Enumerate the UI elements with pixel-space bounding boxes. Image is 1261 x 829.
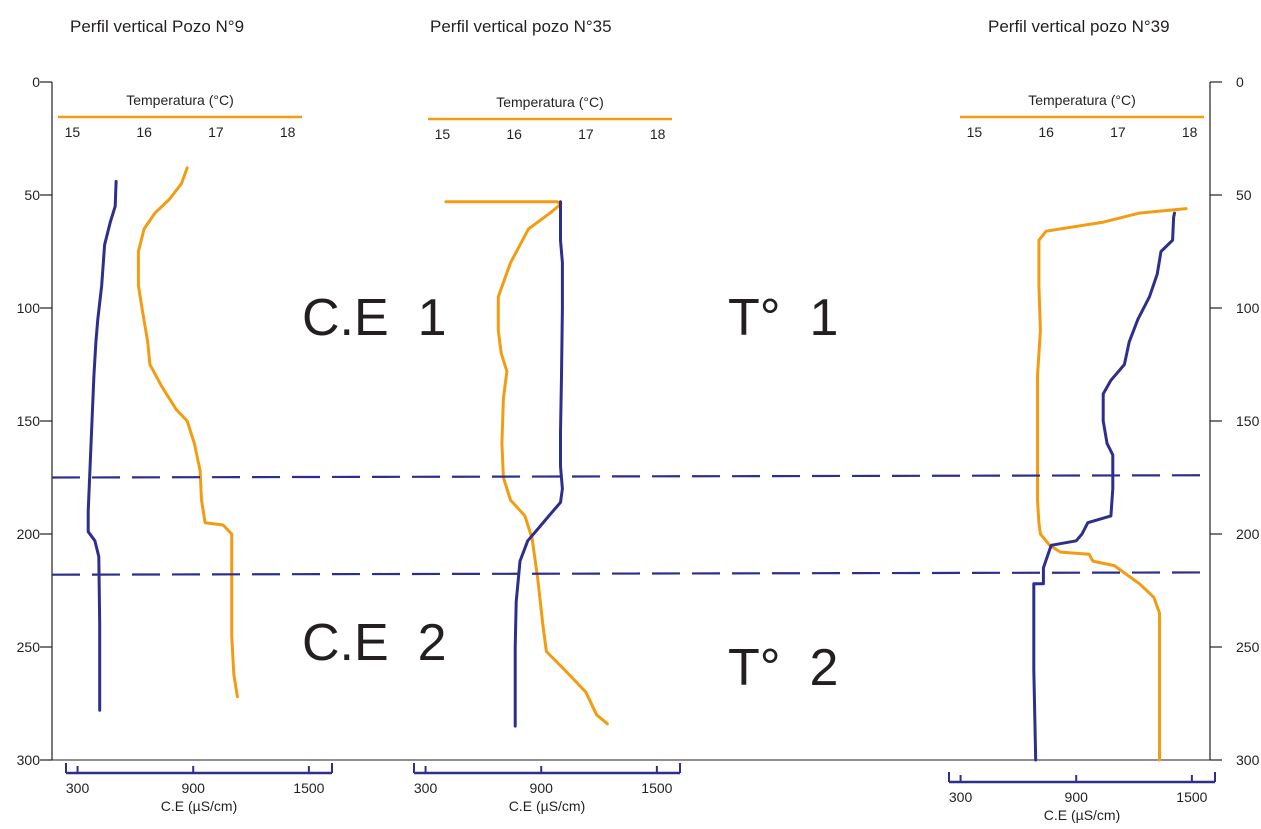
temperature-profile-line-2 bbox=[444, 200, 609, 726]
temperature-profile-line-1 bbox=[136, 166, 239, 699]
depth-axes: 0 50 100 150 200 250 300 0 50 100 150 200 250 300 bbox=[17, 74, 1260, 768]
conductivity-tick-label: 900 bbox=[1065, 789, 1089, 805]
temperature-profile-line-3 bbox=[1036, 207, 1188, 762]
conductivity-tick-label: 300 bbox=[66, 780, 90, 796]
boundary-dashed-line-2 bbox=[51, 571, 1211, 576]
panel-title-pozo-35: Perfil vertical pozo N°35 bbox=[430, 17, 612, 36]
panel-axes: Temperatura (°C) 15 16 17 18 300 900 1500 C.E (µ… bbox=[58, 92, 1216, 823]
conductivity-tick-label: 900 bbox=[182, 780, 206, 796]
temperature-tick-label: 15 bbox=[967, 124, 983, 140]
annotation-ce-2: C.E 2 bbox=[302, 614, 447, 672]
boundary-dashed-line-1 bbox=[51, 474, 1211, 479]
depth-tick-label-left: 150 bbox=[17, 413, 41, 429]
temperature-tick-label: 15 bbox=[65, 124, 81, 140]
conductivity-profile-line-1 bbox=[86, 179, 118, 712]
depth-tick-label-right: 300 bbox=[1236, 752, 1260, 768]
depth-tick-label-left: 100 bbox=[17, 300, 41, 316]
boundary-layer bbox=[51, 474, 1211, 576]
conductivity-axis-label: C.E (µS/cm) bbox=[1044, 807, 1121, 823]
temperature-tick-label: 18 bbox=[280, 124, 296, 140]
depth-tick-label-left: 50 bbox=[24, 187, 40, 203]
depth-tick-label-right: 150 bbox=[1236, 413, 1260, 429]
temperature-tick-label: 17 bbox=[578, 126, 594, 142]
temperature-tick-label: 15 bbox=[435, 126, 451, 142]
annotation-ce-1: C.E 1 bbox=[302, 289, 447, 347]
conductivity-tick-label: 1500 bbox=[641, 780, 672, 796]
panel-title-pozo-39: Perfil vertical pozo N°39 bbox=[988, 17, 1170, 36]
temperature-tick-label: 17 bbox=[1110, 124, 1126, 140]
depth-tick-label-right: 100 bbox=[1236, 300, 1260, 316]
conductivity-tick-label: 300 bbox=[949, 789, 973, 805]
annotation-t-1: T° 1 bbox=[728, 289, 838, 347]
temperature-tick-label: 17 bbox=[208, 124, 224, 140]
series-layer bbox=[86, 166, 1188, 762]
temperature-axis-label: Temperatura (°C) bbox=[126, 92, 234, 108]
temperature-axis-label: Temperatura (°C) bbox=[496, 94, 604, 110]
depth-tick-label-right: 250 bbox=[1236, 639, 1260, 655]
depth-tick-label-right: 50 bbox=[1236, 187, 1252, 203]
conductivity-axis-label: C.E (µS/cm) bbox=[509, 798, 586, 814]
temperature-tick-label: 16 bbox=[506, 126, 522, 142]
temperature-tick-label: 18 bbox=[650, 126, 666, 142]
conductivity-tick-label: 1500 bbox=[1176, 789, 1207, 805]
temperature-tick-label: 18 bbox=[1182, 124, 1198, 140]
depth-tick-label-left: 250 bbox=[17, 639, 41, 655]
conductivity-profile-line-3 bbox=[1032, 211, 1176, 762]
conductivity-axis-label: C.E (µS/cm) bbox=[161, 798, 238, 814]
depth-tick-label-right: 200 bbox=[1236, 526, 1260, 542]
conductivity-tick-label: 1500 bbox=[293, 780, 324, 796]
depth-tick-label-right: 0 bbox=[1236, 74, 1244, 90]
panel-title-pozo-9: Perfil vertical Pozo N°9 bbox=[70, 17, 244, 36]
temperature-axis-label: Temperatura (°C) bbox=[1028, 92, 1136, 108]
temperature-tick-label: 16 bbox=[1038, 124, 1054, 140]
depth-tick-label-left: 200 bbox=[17, 526, 41, 542]
annotation-t-2: T° 2 bbox=[728, 639, 838, 697]
depth-tick-label-left: 300 bbox=[17, 752, 41, 768]
conductivity-tick-label: 900 bbox=[530, 780, 554, 796]
conductivity-tick-label: 300 bbox=[414, 780, 438, 796]
conductivity-profile-line-2 bbox=[513, 200, 564, 728]
temperature-tick-label: 16 bbox=[136, 124, 152, 140]
depth-tick-label-left: 0 bbox=[32, 74, 40, 90]
